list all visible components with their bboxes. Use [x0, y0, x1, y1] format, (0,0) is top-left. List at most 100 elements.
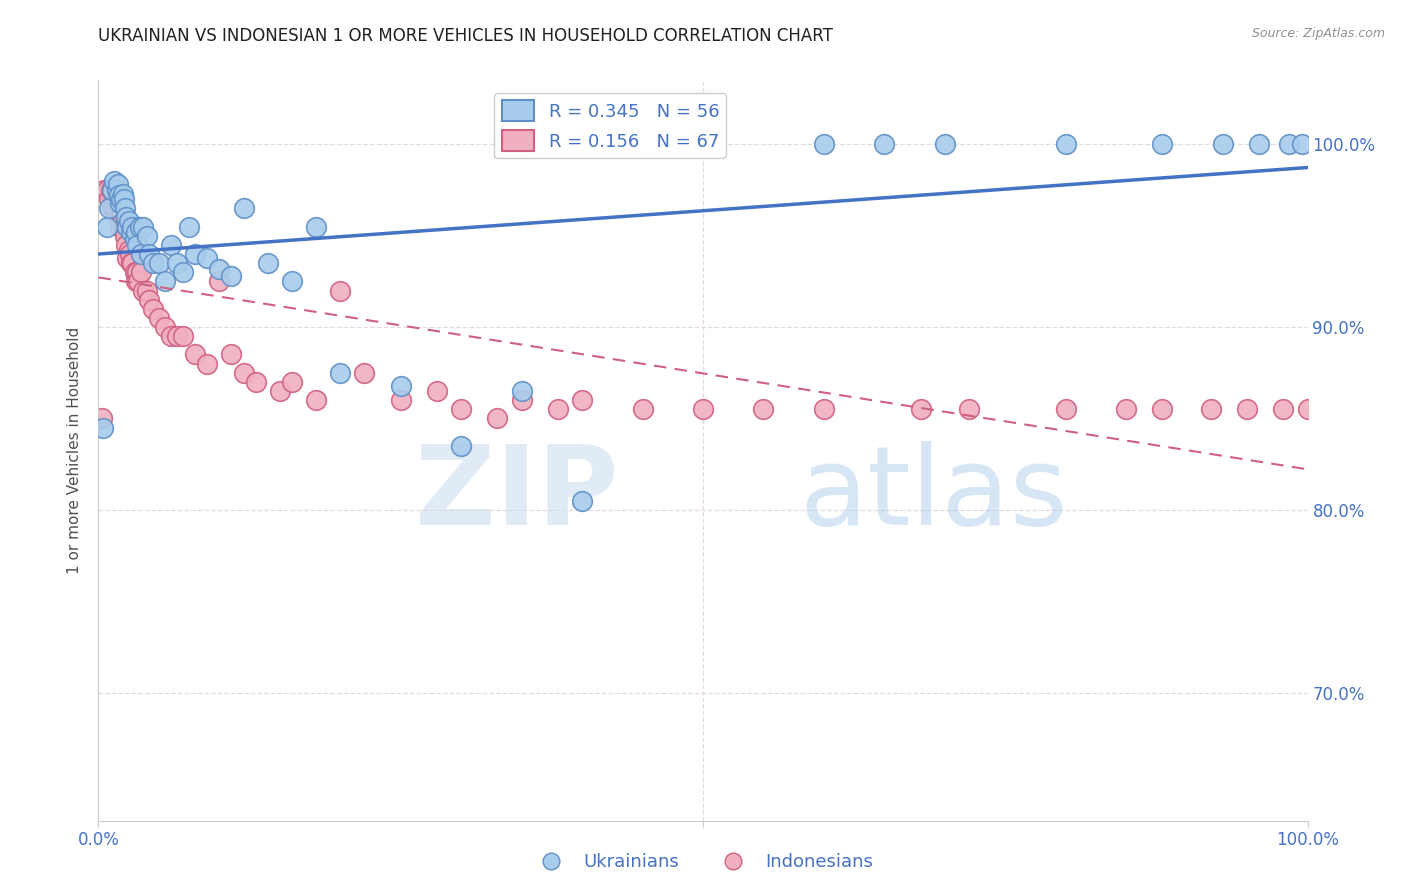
Point: [269, 384, 291, 398]
Point: [142, 256, 165, 270]
Point: [179, 219, 201, 234]
Point: [91, 420, 114, 434]
Point: [281, 375, 304, 389]
Point: [125, 225, 148, 239]
Point: [692, 137, 714, 152]
Point: [114, 228, 136, 243]
Point: [166, 329, 188, 343]
Point: [115, 237, 138, 252]
Point: [121, 219, 143, 234]
Point: [111, 186, 134, 201]
Point: [129, 247, 152, 261]
Point: [547, 402, 569, 417]
Point: [353, 366, 375, 380]
Point: [148, 256, 170, 270]
Point: [118, 247, 141, 261]
Point: [132, 219, 155, 234]
Point: [184, 247, 207, 261]
Point: [105, 192, 128, 206]
Point: [107, 178, 129, 192]
Point: [813, 402, 835, 417]
Point: [305, 219, 328, 234]
Point: [108, 195, 131, 210]
Point: [118, 214, 141, 228]
Point: [1152, 137, 1174, 152]
Point: [166, 256, 188, 270]
Point: [329, 366, 352, 380]
Point: [127, 274, 149, 288]
Point: [127, 237, 149, 252]
Point: [118, 244, 141, 258]
Point: [510, 384, 533, 398]
Point: [100, 183, 122, 197]
Point: [112, 192, 135, 206]
Point: [195, 251, 218, 265]
Point: [121, 256, 143, 270]
Point: [115, 211, 138, 225]
Point: [110, 192, 132, 206]
Point: [108, 188, 131, 202]
Point: [110, 211, 132, 225]
Point: [329, 284, 352, 298]
Point: [148, 310, 170, 325]
Point: [117, 219, 139, 234]
Point: [125, 274, 148, 288]
Point: [1199, 402, 1222, 417]
Point: [111, 214, 134, 228]
Point: [160, 237, 183, 252]
Point: [934, 137, 956, 152]
Point: [1272, 402, 1295, 417]
Point: [1291, 137, 1313, 152]
Point: [221, 268, 243, 283]
Point: [221, 347, 243, 361]
Point: [305, 393, 328, 408]
Point: [105, 183, 128, 197]
Point: [510, 393, 533, 408]
Point: [256, 256, 278, 270]
Point: [98, 192, 121, 206]
Point: [1152, 402, 1174, 417]
Point: [108, 219, 131, 234]
Point: [1115, 402, 1137, 417]
Legend: Ukrainians, Indonesians: Ukrainians, Indonesians: [526, 847, 880, 879]
Text: ZIP: ZIP: [415, 442, 619, 549]
Point: [184, 347, 207, 361]
Text: atlas: atlas: [800, 442, 1069, 549]
Point: [692, 402, 714, 417]
Point: [1278, 137, 1301, 152]
Point: [160, 329, 183, 343]
Point: [93, 183, 115, 197]
Point: [208, 274, 231, 288]
Point: [124, 232, 146, 246]
Point: [128, 219, 150, 234]
Point: [1054, 402, 1077, 417]
Point: [873, 137, 896, 152]
Point: [104, 201, 127, 215]
Point: [1054, 137, 1077, 152]
Point: [281, 274, 304, 288]
Point: [120, 256, 142, 270]
Point: [96, 183, 118, 197]
Point: [129, 265, 152, 279]
Point: [112, 219, 135, 234]
Point: [426, 384, 449, 398]
Point: [1212, 137, 1234, 152]
Point: [389, 378, 412, 392]
Point: [124, 265, 146, 279]
Point: [571, 393, 593, 408]
Point: [91, 411, 114, 425]
Text: UKRAINIAN VS INDONESIAN 1 OR MORE VEHICLES IN HOUSEHOLD CORRELATION CHART: UKRAINIAN VS INDONESIAN 1 OR MORE VEHICL…: [98, 27, 834, 45]
Point: [450, 439, 472, 453]
Point: [910, 402, 932, 417]
Point: [232, 366, 254, 380]
Point: [107, 201, 129, 215]
Point: [571, 493, 593, 508]
Legend: R = 0.345   N = 56, R = 0.156   N = 67: R = 0.345 N = 56, R = 0.156 N = 67: [495, 93, 727, 158]
Point: [153, 274, 176, 288]
Point: [138, 293, 160, 307]
Point: [127, 265, 149, 279]
Point: [103, 195, 125, 210]
Point: [98, 201, 121, 215]
Point: [1236, 402, 1258, 417]
Point: [195, 357, 218, 371]
